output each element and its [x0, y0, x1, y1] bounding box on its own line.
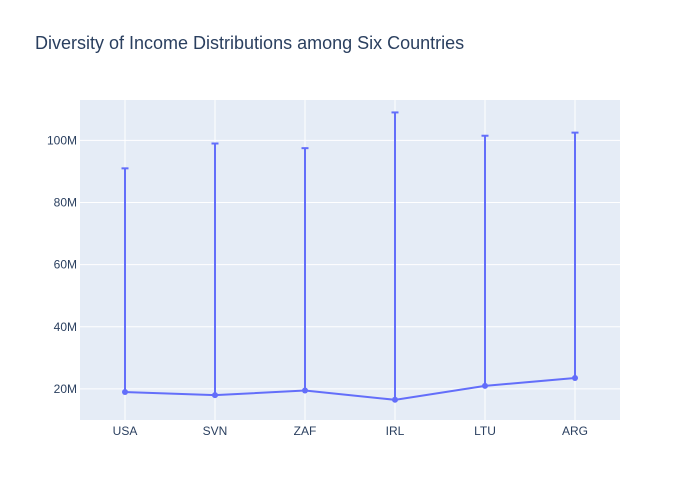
y-tick-label: 100M: [47, 133, 77, 147]
y-tick-label: 80M: [54, 196, 77, 210]
data-point: [572, 375, 578, 382]
series-path: [124, 377, 576, 401]
data-point: [482, 382, 488, 389]
series-line: [124, 377, 576, 401]
y-axis-ticks: 20M 40M 60M 80M 100M: [47, 133, 77, 396]
error-bars: [121, 111, 579, 400]
x-tick-label: SVN: [203, 424, 228, 438]
data-point: [392, 396, 398, 403]
x-tick-label: USA: [113, 424, 138, 438]
y-tick-label: 60M: [54, 258, 77, 272]
x-axis-ticks: USA SVN ZAF IRL LTU ARG: [113, 424, 588, 438]
data-point: [212, 392, 218, 399]
x-tick-label: IRL: [386, 424, 405, 438]
chart-title: Diversity of Income Distributions among …: [35, 33, 465, 53]
x-tick-label: ARG: [562, 424, 588, 438]
plot-background: [80, 100, 620, 420]
data-point: [122, 389, 128, 396]
x-tick-label: LTU: [474, 424, 496, 438]
y-tick-label: 40M: [54, 320, 77, 334]
data-point: [302, 387, 308, 394]
y-tick-label: 20M: [54, 382, 77, 396]
data-points: [122, 375, 578, 403]
x-tick-label: ZAF: [294, 424, 317, 438]
